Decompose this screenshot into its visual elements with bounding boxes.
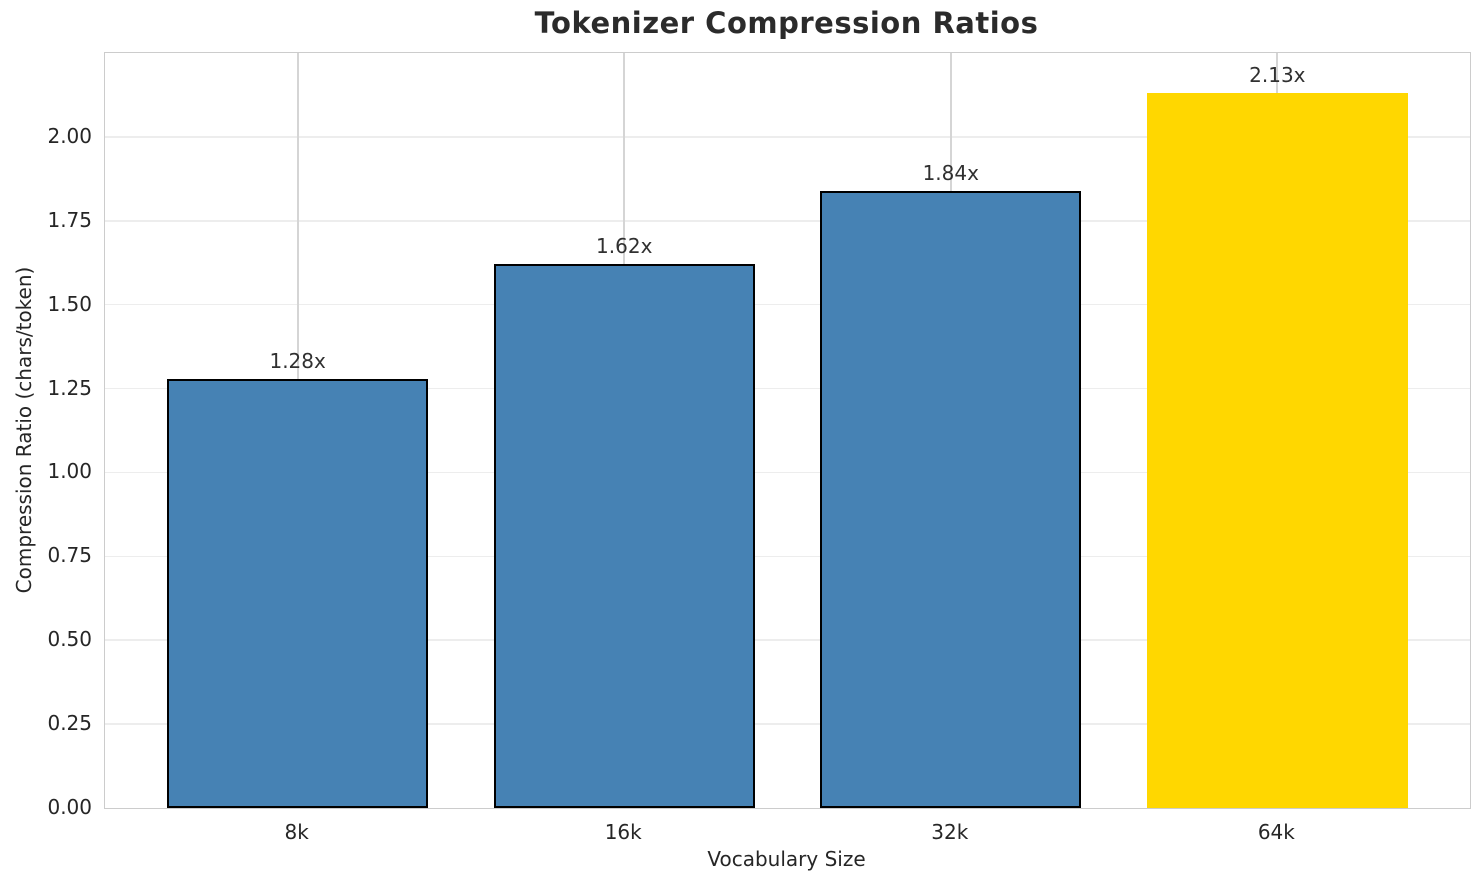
x-tick-label: 16k [604, 820, 642, 844]
bar-64k [1146, 93, 1408, 808]
h-gridline [105, 220, 1470, 222]
h-gridline [105, 555, 1470, 558]
h-gridline [105, 639, 1470, 641]
h-gridline [105, 303, 1470, 306]
bar-value-label: 2.13x [1249, 63, 1306, 88]
y-tick-label: 0.25 [47, 711, 92, 736]
x-tick-label: 64k [1257, 820, 1295, 844]
x-tick-label: 32k [931, 820, 969, 844]
y-tick-label: 0.50 [47, 627, 92, 652]
h-gridline [105, 471, 1470, 474]
bar-32k [820, 190, 1082, 808]
plot-area: 1.28x 1.62x 1.84x 2.13x [104, 52, 1471, 809]
y-tick-label: 2.00 [47, 123, 92, 148]
bar-16k [493, 264, 755, 808]
bar-8k [167, 378, 429, 808]
h-gridline [105, 136, 1470, 138]
h-gridline [105, 387, 1470, 390]
x-axis-label: Vocabulary Size [707, 847, 866, 871]
y-tick-label: 1.75 [47, 207, 92, 232]
y-tick-label: 0.00 [47, 795, 92, 819]
bar-value-label: 1.62x [596, 234, 653, 259]
y-tick-label: 0.75 [47, 543, 92, 568]
y-tick-label: 1.50 [47, 291, 92, 316]
h-gridline [105, 723, 1470, 725]
y-tick-label: 1.25 [47, 375, 92, 400]
y-tick-label: 1.00 [47, 459, 92, 484]
bar-value-label: 1.28x [269, 348, 326, 373]
chart-title: Tokenizer Compression Ratios [534, 6, 1039, 40]
x-tick-label: 8k [284, 820, 309, 844]
bar-value-label: 1.84x [922, 160, 979, 185]
